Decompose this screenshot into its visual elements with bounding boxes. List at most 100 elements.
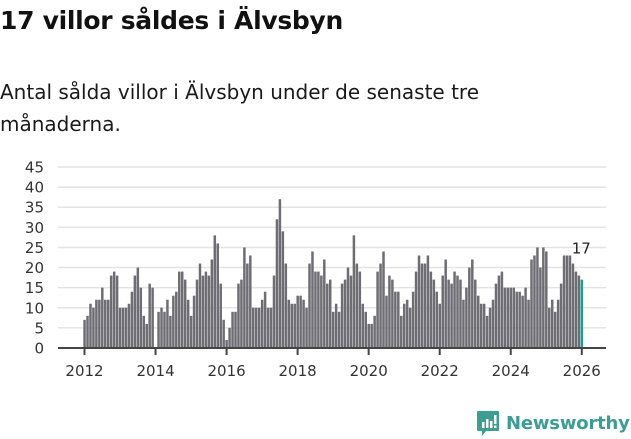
bar [548, 307, 551, 348]
bar [527, 299, 530, 348]
bar [553, 311, 557, 348]
bar [536, 247, 539, 348]
bar [124, 307, 128, 348]
bar [118, 307, 122, 348]
bar [459, 279, 462, 348]
bar [394, 291, 397, 348]
bar [320, 275, 323, 348]
bar [500, 271, 504, 348]
bar [308, 263, 311, 348]
bar [246, 263, 249, 348]
bar [485, 315, 489, 348]
bar [257, 307, 261, 348]
x-tick-label: 2012 [65, 362, 103, 380]
bar [266, 307, 270, 348]
bar [101, 287, 104, 348]
bar [577, 275, 581, 348]
bar [222, 319, 225, 348]
bar [314, 271, 317, 348]
bar [388, 275, 391, 348]
bar [83, 319, 86, 348]
bar [521, 295, 524, 348]
bar [571, 263, 575, 348]
bar [169, 315, 172, 348]
bar [408, 307, 412, 348]
bar [414, 271, 418, 348]
bar [367, 323, 370, 348]
bar [160, 307, 163, 348]
bar [331, 311, 335, 348]
bar [417, 255, 421, 348]
bar [550, 299, 554, 348]
bar [145, 323, 148, 348]
bar [346, 267, 350, 348]
bar [400, 315, 403, 348]
bar [112, 271, 116, 348]
bar [281, 231, 285, 348]
bar [420, 263, 424, 348]
bar [447, 279, 450, 348]
bar [305, 307, 308, 348]
bar [435, 291, 439, 348]
x-tick-label: 2020 [350, 362, 388, 380]
bar [364, 311, 367, 348]
bar [240, 279, 243, 348]
bar [207, 275, 211, 348]
bar [278, 199, 282, 348]
bar [479, 303, 483, 348]
bar [216, 243, 219, 348]
bar [260, 299, 264, 348]
bar [133, 275, 137, 348]
bar [121, 307, 125, 348]
bar [98, 299, 101, 348]
bar [293, 303, 296, 348]
bar [373, 315, 376, 348]
x-tick-label: 2016 [207, 362, 245, 380]
bar [166, 299, 169, 348]
y-tick-label: 40 [25, 179, 44, 197]
bar [509, 287, 513, 348]
bar [172, 295, 175, 348]
bar [225, 339, 228, 348]
bar [352, 235, 356, 348]
bar [462, 299, 465, 348]
y-tick-label: 20 [25, 259, 44, 277]
bar [497, 275, 501, 348]
bar [183, 279, 187, 348]
bar [429, 271, 433, 348]
bar [109, 275, 113, 348]
bar [471, 259, 474, 348]
bar [524, 287, 527, 348]
bar [444, 259, 447, 348]
bar [249, 255, 252, 348]
bar [252, 307, 255, 348]
bar [243, 247, 246, 348]
bar [180, 271, 184, 348]
bar [139, 287, 143, 348]
bar [326, 283, 329, 348]
bar [580, 279, 584, 348]
bar [503, 287, 507, 348]
bar [340, 283, 344, 348]
bar [272, 275, 276, 348]
y-tick-label: 0 [34, 340, 44, 358]
bar [130, 291, 134, 348]
x-tick-label: 2014 [136, 362, 174, 380]
bar [506, 287, 510, 348]
bar [385, 295, 388, 348]
newsworthy-logo-icon [477, 411, 499, 436]
bar [358, 271, 362, 348]
bar [515, 291, 518, 348]
bar [178, 271, 181, 348]
bar [263, 291, 267, 348]
y-axis-labels: 0 5 10 15 20 25 30 35 40 45 [25, 159, 44, 358]
bar [518, 291, 521, 348]
bar [142, 315, 145, 348]
y-tick-label: 45 [25, 159, 44, 177]
bar [545, 251, 548, 348]
bar [565, 255, 569, 348]
bar [568, 255, 572, 348]
bar [89, 303, 92, 348]
chart-subtitle: Antal sålda villor i Älvsbyn under de se… [0, 80, 480, 136]
bar [474, 279, 477, 348]
